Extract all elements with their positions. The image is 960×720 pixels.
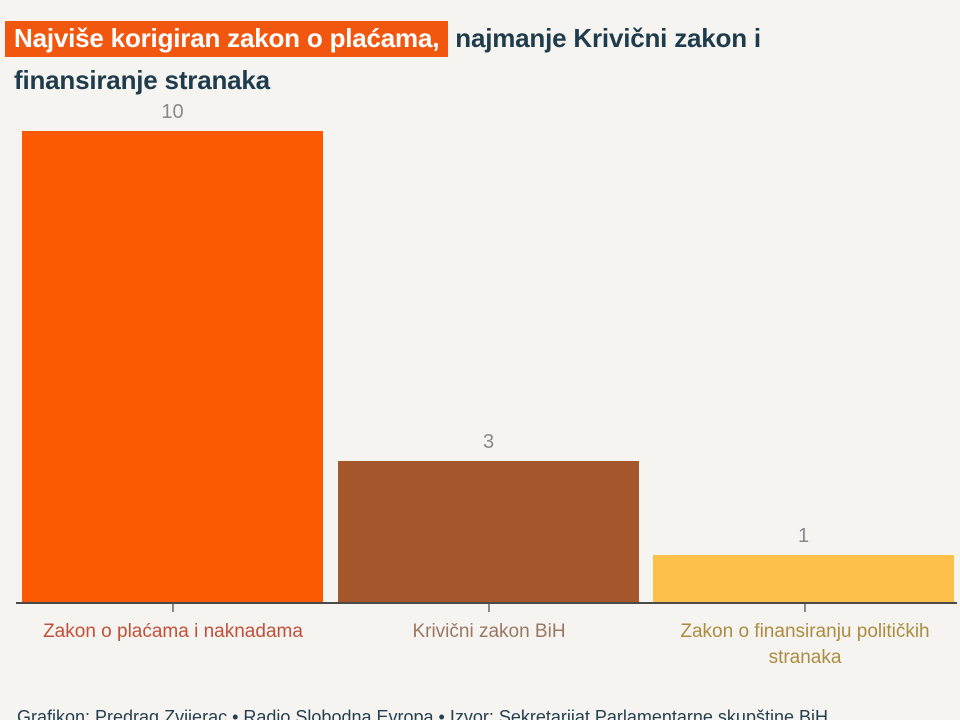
chart-title: Najviše korigiran zakon o plaćama, najma… <box>5 17 946 101</box>
bar-group-finansiranje-stranaka: 1 <box>653 525 954 602</box>
bar-zakon-o-placama[interactable] <box>22 131 323 602</box>
bar-group-zakon-o-placama: 10 <box>22 101 323 602</box>
bar-value-label: 3 <box>482 431 495 453</box>
chart-title-line1: Najviše korigiran zakon o plaćama, najma… <box>5 17 946 59</box>
category-label-krivicni-zakon: Krivični zakon BiH <box>412 621 566 642</box>
chart-title-line2: finansiranje stranaka <box>14 65 270 96</box>
x-axis-line <box>16 602 957 604</box>
bar-krivicni-zakon[interactable] <box>338 461 639 602</box>
chart-credit: Grafikon: Predrag Zvijerac • Radio Slobo… <box>17 707 828 720</box>
bar-finansiranje-stranaka[interactable] <box>653 555 954 602</box>
chart-title-line1-rest: najmanje Krivični zakon i <box>448 23 761 54</box>
category-label-zakon-o-placama: Zakon o plaćama i naknadama <box>43 621 303 642</box>
category-label-finansiranje-stranaka: Zakon o finansiranju političkih stranaka <box>680 621 930 668</box>
bar-value-label: 10 <box>161 101 184 123</box>
chart-title-highlight: Najviše korigiran zakon o plaćama, <box>5 21 449 58</box>
bar-value-label: 1 <box>797 525 810 547</box>
bar-group-krivicni-zakon: 3 <box>338 431 639 602</box>
x-axis-tick <box>804 604 806 612</box>
x-axis-tick <box>172 604 174 612</box>
x-axis-tick <box>488 604 490 612</box>
plot-area: 10 3 1 <box>22 101 954 602</box>
